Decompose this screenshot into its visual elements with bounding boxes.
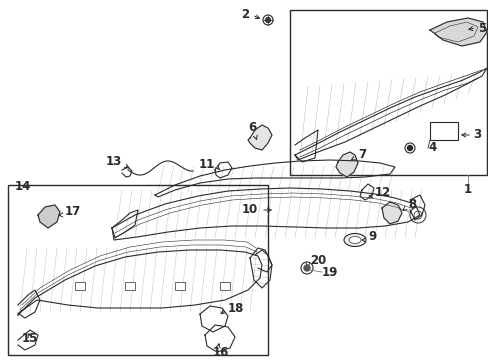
Text: 20: 20 xyxy=(309,253,325,266)
Circle shape xyxy=(304,265,309,271)
Text: 14: 14 xyxy=(15,180,31,193)
Bar xyxy=(8,185,267,355)
Text: 11: 11 xyxy=(198,158,215,171)
Bar xyxy=(429,122,457,140)
Text: 15: 15 xyxy=(22,332,38,345)
Bar xyxy=(75,282,85,290)
Text: 17: 17 xyxy=(65,206,81,219)
Bar xyxy=(175,282,184,290)
Text: 3: 3 xyxy=(472,129,480,141)
Text: 9: 9 xyxy=(367,230,375,243)
Bar xyxy=(125,282,135,290)
Polygon shape xyxy=(381,202,401,224)
Text: 6: 6 xyxy=(247,121,256,135)
Text: 8: 8 xyxy=(407,198,415,211)
Ellipse shape xyxy=(348,237,360,243)
Ellipse shape xyxy=(343,234,365,247)
Text: 5: 5 xyxy=(477,22,485,35)
Text: 16: 16 xyxy=(213,346,229,359)
Text: 13: 13 xyxy=(105,156,122,168)
Polygon shape xyxy=(247,125,271,150)
Text: 18: 18 xyxy=(227,301,244,315)
Bar xyxy=(220,282,229,290)
Text: 2: 2 xyxy=(241,9,248,22)
Text: 1: 1 xyxy=(463,184,471,197)
Text: 4: 4 xyxy=(427,141,435,154)
Circle shape xyxy=(407,145,412,150)
Polygon shape xyxy=(335,152,357,177)
Text: 19: 19 xyxy=(321,265,338,279)
Polygon shape xyxy=(38,205,60,228)
Bar xyxy=(289,10,486,175)
Text: 12: 12 xyxy=(374,186,390,199)
Polygon shape xyxy=(429,18,486,46)
Text: 7: 7 xyxy=(357,148,366,162)
Text: 10: 10 xyxy=(241,203,258,216)
Circle shape xyxy=(265,18,270,22)
